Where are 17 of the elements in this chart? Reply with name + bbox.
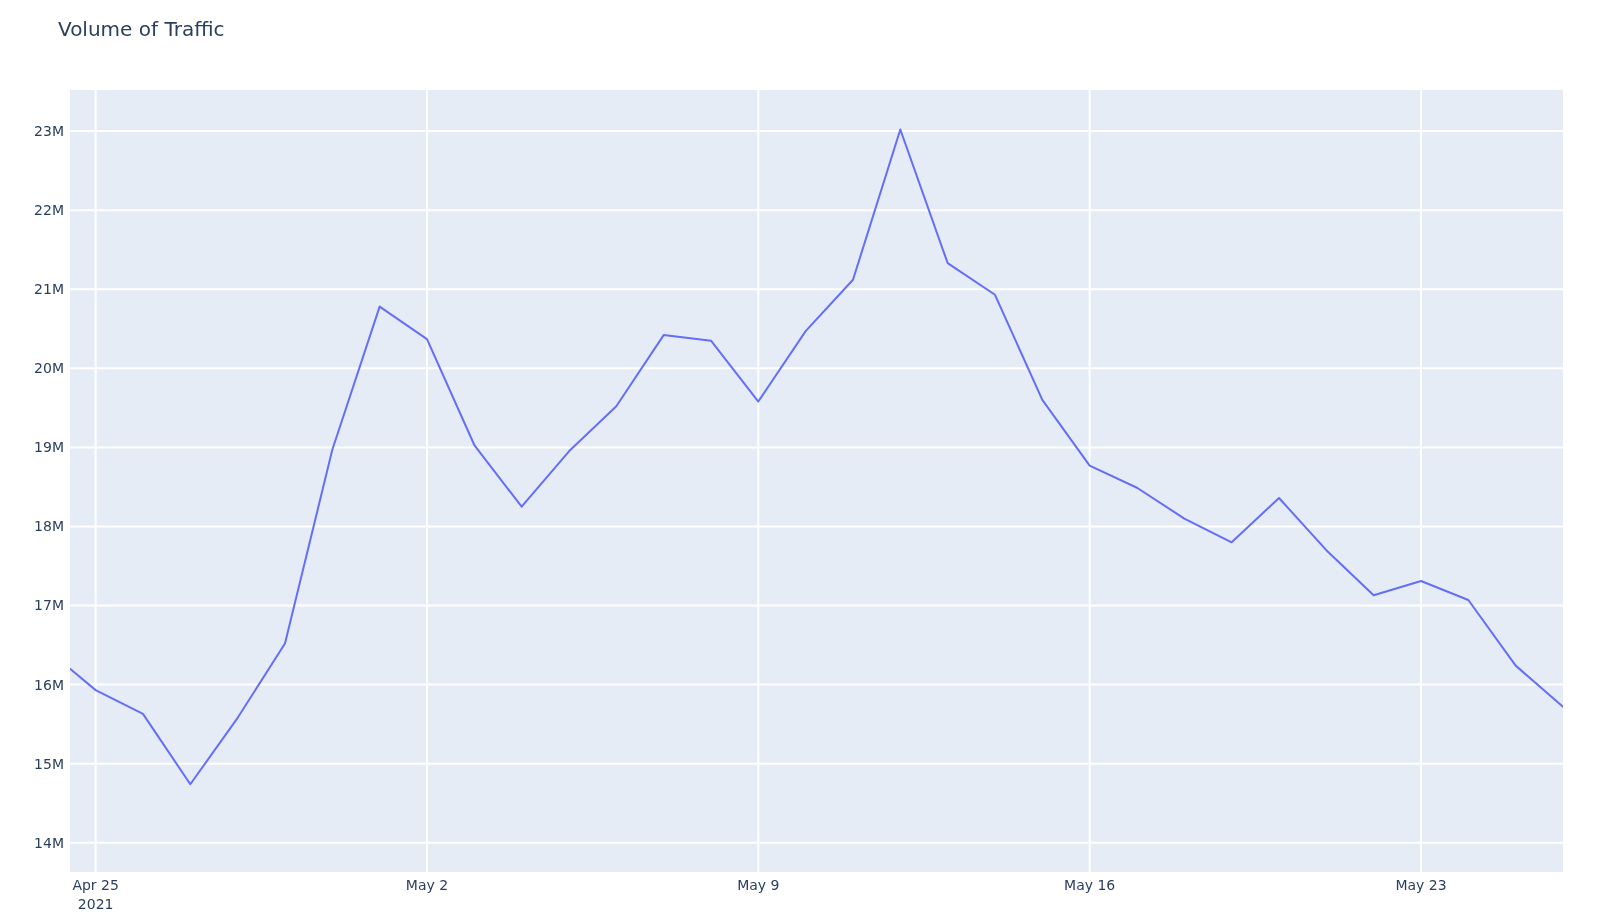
y-tick-label: 19M xyxy=(34,439,64,456)
chart-title: Volume of Traffic xyxy=(58,17,225,41)
y-tick-label: 16M xyxy=(34,676,64,693)
y-tick-label: 20M xyxy=(34,360,64,377)
y-tick-label: 22M xyxy=(34,202,64,219)
line-series xyxy=(70,128,1563,786)
x-tick-label: May 16 xyxy=(1064,877,1116,893)
y-tick-label: 18M xyxy=(34,518,64,535)
y-tick-label: 23M xyxy=(34,123,64,140)
y-tick-label: 15M xyxy=(34,755,64,772)
y-tick-label: 21M xyxy=(34,281,64,298)
x-tick-label: May 9 xyxy=(737,877,780,893)
y-tick-label: 14M xyxy=(34,834,64,851)
x-tick-label: May 2 xyxy=(405,877,449,893)
y-tick-label: 17M xyxy=(34,597,64,614)
x-tick-label: Apr 25 2021 xyxy=(72,877,119,912)
x-tick-label: May 23 xyxy=(1395,877,1447,893)
